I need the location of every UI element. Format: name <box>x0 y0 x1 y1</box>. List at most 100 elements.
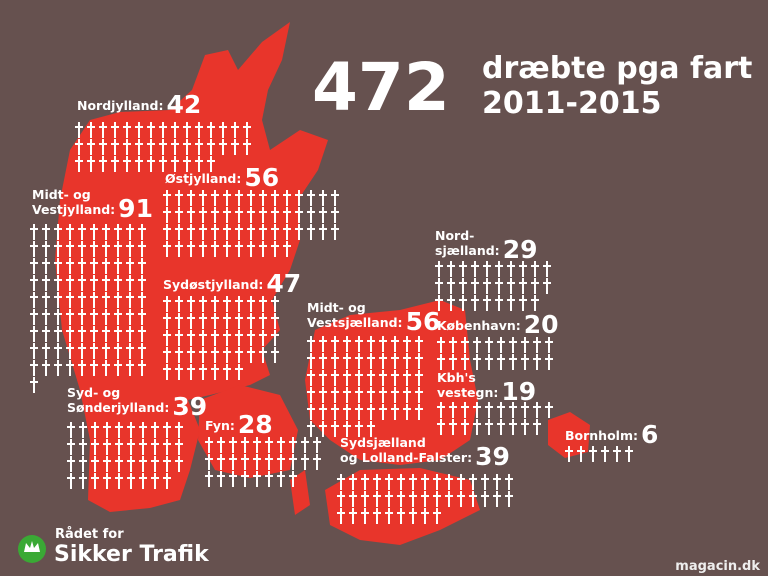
cross <box>505 491 513 507</box>
cross <box>271 224 279 240</box>
cross <box>343 421 351 437</box>
cross <box>259 330 267 346</box>
cross <box>319 421 327 437</box>
cross <box>187 364 195 380</box>
cross <box>437 419 445 435</box>
cross <box>433 474 441 490</box>
cross <box>461 337 469 353</box>
cross <box>66 241 74 257</box>
region-count: 91 <box>118 194 153 223</box>
cross <box>625 446 633 462</box>
cross <box>138 292 146 308</box>
cross <box>247 330 255 346</box>
cross <box>379 404 387 420</box>
cross <box>163 422 171 438</box>
cross <box>66 360 74 376</box>
cross <box>187 224 195 240</box>
cross <box>403 370 411 386</box>
cross <box>367 353 375 369</box>
cross <box>102 326 110 342</box>
cross <box>449 419 457 435</box>
cross <box>126 275 134 291</box>
cross <box>391 336 399 352</box>
crosses <box>437 402 553 435</box>
cross <box>67 456 75 472</box>
cross <box>421 508 429 524</box>
cross <box>54 343 62 359</box>
cross <box>102 292 110 308</box>
cross <box>355 421 363 437</box>
logo-crown <box>24 541 40 552</box>
cross <box>123 139 131 155</box>
cross <box>355 404 363 420</box>
region-label: Sønderjylland: <box>67 400 169 415</box>
cross <box>331 224 339 240</box>
cross <box>243 122 251 138</box>
cross <box>91 473 99 489</box>
cross <box>485 354 493 370</box>
cross <box>126 360 134 376</box>
cross <box>175 422 183 438</box>
crosses <box>435 261 551 311</box>
cross <box>102 258 110 274</box>
cross <box>483 278 491 294</box>
cross <box>30 292 38 308</box>
cross <box>159 156 167 172</box>
cross <box>183 156 191 172</box>
cross <box>601 446 609 462</box>
cross <box>295 224 303 240</box>
cross <box>30 241 38 257</box>
cross <box>42 275 50 291</box>
cross <box>373 474 381 490</box>
cross <box>223 296 231 312</box>
cross <box>331 190 339 206</box>
cross <box>67 422 75 438</box>
cross <box>355 353 363 369</box>
cross <box>415 370 423 386</box>
cross <box>139 439 147 455</box>
bornholm <box>548 412 590 458</box>
cross <box>259 224 267 240</box>
total: 472 <box>312 49 450 126</box>
cross <box>235 296 243 312</box>
cross <box>229 437 237 453</box>
cross <box>509 419 517 435</box>
cross <box>307 207 315 223</box>
cross <box>30 343 38 359</box>
cross <box>319 224 327 240</box>
cross <box>207 156 215 172</box>
cross <box>183 122 191 138</box>
cross <box>319 353 327 369</box>
region-count: 42 <box>166 90 201 119</box>
cross <box>163 456 171 472</box>
cross <box>415 336 423 352</box>
cross <box>126 343 134 359</box>
cross <box>102 241 110 257</box>
cross <box>349 491 357 507</box>
cross <box>533 402 541 418</box>
cross <box>211 241 219 257</box>
cross <box>211 313 219 329</box>
region-count: 47 <box>266 269 301 298</box>
cross <box>319 336 327 352</box>
cross <box>247 347 255 363</box>
cross <box>114 360 122 376</box>
cross <box>415 404 423 420</box>
cross <box>437 337 445 353</box>
cross <box>199 347 207 363</box>
cross <box>307 224 315 240</box>
crosses <box>307 336 423 437</box>
cross <box>223 190 231 206</box>
cross <box>449 337 457 353</box>
cross <box>543 278 551 294</box>
cross <box>497 354 505 370</box>
cross <box>91 422 99 438</box>
cross <box>75 122 83 138</box>
cross <box>397 491 405 507</box>
cross <box>457 491 465 507</box>
region-label: Kbh's <box>437 370 476 385</box>
cross <box>259 347 267 363</box>
cross <box>295 190 303 206</box>
cross <box>435 261 443 277</box>
cross <box>319 387 327 403</box>
